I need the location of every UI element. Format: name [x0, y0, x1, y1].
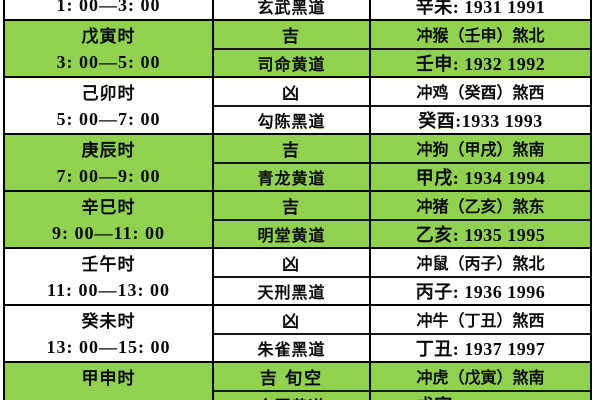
hour-name: 庚辰时 [81, 141, 136, 161]
luck-label: 凶 [214, 78, 369, 107]
table-row: 己卯时 5: 00—7: 00 凶 勾陈黑道 冲鸡（癸酉）煞西 癸酉:1933 … [5, 78, 590, 135]
years-label: 辛未: 1931 1991 [415, 0, 546, 17]
hour-cell: 戊寅时 3: 00—5: 00 [5, 21, 214, 76]
years-label: 丁丑: 1937 1997 [415, 338, 546, 359]
hour-name: 己卯时 [81, 84, 136, 104]
hour-time-range: 11: 00—13: 00 [47, 279, 170, 300]
clash-years-cell: 冲猪（乙亥）煞东 乙亥: 1935 1995 [371, 192, 590, 247]
luck-path-cell: 凶 勾陈黑道 [214, 78, 371, 133]
luck-label: 吉 [214, 192, 369, 221]
path-label: 天刑黑道 [257, 284, 326, 302]
path-label: 金匮黄道 [214, 392, 369, 400]
table-row: 庚辰时 7: 00—9: 00 吉 青龙黄道 冲狗（甲戌）煞南 甲戌: 1934… [5, 135, 590, 192]
path-label: 青龙黄道 [257, 170, 326, 188]
path-label: 勾陈黑道 [257, 113, 326, 131]
table-row: 壬午时 11: 00—13: 00 凶 天刑黑道 冲鼠（丙子）煞北 丙子: 19… [5, 249, 590, 306]
clash-label: 冲虎（戊寅）煞南 [371, 363, 590, 392]
luck-label: 吉 [214, 135, 369, 164]
table-row-partial-top: 1: 00—3: 00 玄武黑道 辛未: 1931 1991 [5, 0, 590, 21]
hour-time-range [5, 391, 212, 400]
almanac-table: 1: 00—3: 00 玄武黑道 辛未: 1931 1991 戊寅时 3: 00… [3, 0, 592, 400]
hour-name: 癸未时 [81, 312, 136, 332]
hour-cell: 辛巳时 9: 00—11: 00 [5, 192, 214, 247]
clash-label: 冲鼠（丙子）煞北 [371, 249, 590, 278]
clash-label: 冲牛（丁丑）煞西 [371, 306, 590, 335]
hour-cell: 癸未时 13: 00—15: 00 [5, 306, 214, 361]
luck-path-cell: 吉 青龙黄道 [214, 135, 371, 190]
years-label: 甲戌: 1934 1994 [415, 167, 546, 188]
hour-cell: 壬午时 11: 00—13: 00 [5, 249, 214, 304]
path-label: 朱雀黑道 [257, 341, 326, 359]
luck-label: 凶 [214, 306, 369, 335]
path-label: 司命黄道 [257, 56, 326, 74]
clash-label: 冲鸡（癸酉）煞西 [371, 78, 590, 107]
luck-path-cell: 吉 司命黄道 [214, 21, 371, 76]
hour-time-range: 9: 00—11: 00 [52, 222, 165, 243]
hour-time-range: 13: 00—15: 00 [46, 336, 171, 357]
hour-cell: 甲申时 [5, 363, 214, 400]
table-row: 戊寅时 3: 00—5: 00 吉 司命黄道 冲猴（壬申）煞北 壬申: 1932… [5, 21, 590, 78]
hour-name: 甲申时 [81, 369, 136, 389]
path-label: 玄武黑道 [257, 0, 326, 17]
hour-time-range: 5: 00—7: 00 [56, 108, 161, 129]
clash-years-cell: 辛未: 1931 1991 [371, 0, 590, 19]
clash-years-cell: 冲猴（壬申）煞北 壬申: 1932 1992 [371, 21, 590, 76]
hour-cell: 己卯时 5: 00—7: 00 [5, 78, 214, 133]
luck-label: 凶 [214, 249, 369, 278]
years-label: 癸酉:1933 1993 [418, 110, 543, 131]
luck-label: 吉 [214, 21, 369, 50]
years-label: 戊寅: 1938 1998 [371, 392, 590, 400]
hour-time-range: 3: 00—5: 00 [56, 51, 161, 72]
years-label: 壬申: 1932 1992 [415, 53, 546, 74]
clash-label: 冲猴（壬申）煞北 [371, 21, 590, 50]
luck-path-cell: 吉 明堂黄道 [214, 192, 371, 247]
clash-label: 冲猪（乙亥）煞东 [371, 192, 590, 221]
hour-time-range: 1: 00—3: 00 [56, 0, 161, 15]
luck-path-cell: 凶 天刑黑道 [214, 249, 371, 304]
clash-years-cell: 冲狗（甲戌）煞南 甲戌: 1934 1994 [371, 135, 590, 190]
years-label: 丙子: 1936 1996 [415, 281, 546, 302]
path-label: 明堂黄道 [257, 227, 326, 245]
hour-cell: 庚辰时 7: 00—9: 00 [5, 135, 214, 190]
luck-path-cell: 玄武黑道 [214, 0, 371, 19]
luck-path-cell: 凶 朱雀黑道 [214, 306, 371, 361]
clash-years-cell: 冲鼠（丙子）煞北 丙子: 1936 1996 [371, 249, 590, 304]
luck-path-cell: 吉 旬空 金匮黄道 [214, 363, 371, 400]
hour-name: 壬午时 [81, 255, 136, 275]
table-row: 甲申时 吉 旬空 金匮黄道 冲虎（戊寅）煞南 戊寅: 1938 1998 [5, 363, 590, 400]
clash-label: 冲狗（甲戌）煞南 [371, 135, 590, 164]
clash-years-cell: 冲鸡（癸酉）煞西 癸酉:1933 1993 [371, 78, 590, 133]
clash-years-cell: 冲虎（戊寅）煞南 戊寅: 1938 1998 [371, 363, 590, 400]
table-row: 癸未时 13: 00—15: 00 凶 朱雀黑道 冲牛（丁丑）煞西 丁丑: 19… [5, 306, 590, 363]
hour-name: 戊寅时 [81, 27, 136, 47]
luck-label: 吉 旬空 [214, 363, 369, 392]
hour-name: 辛巳时 [81, 198, 136, 218]
hour-time-range: 7: 00—9: 00 [56, 165, 161, 186]
table-row: 辛巳时 9: 00—11: 00 吉 明堂黄道 冲猪（乙亥）煞东 乙亥: 193… [5, 192, 590, 249]
hour-cell: 1: 00—3: 00 [5, 0, 214, 19]
years-label: 乙亥: 1935 1995 [415, 224, 546, 245]
clash-years-cell: 冲牛（丁丑）煞西 丁丑: 1937 1997 [371, 306, 590, 361]
